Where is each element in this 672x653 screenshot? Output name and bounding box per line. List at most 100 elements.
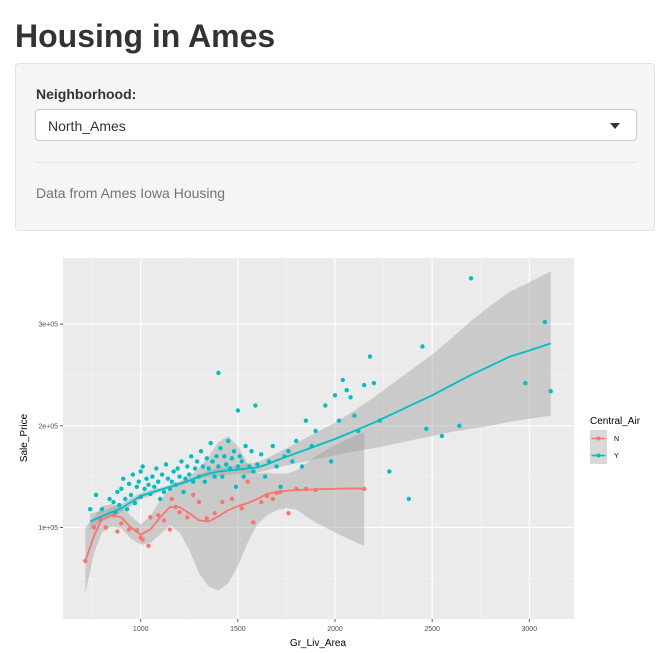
sidebar-panel: Neighborhood: North_Ames Data from Ames …	[15, 63, 655, 231]
data-point-Y	[387, 469, 392, 474]
data-point-Y	[142, 486, 147, 491]
data-point-Y	[107, 496, 112, 502]
data-point-Y	[200, 464, 206, 469]
data-point-N	[259, 499, 264, 505]
legend-label-Y: Y	[614, 453, 619, 460]
data-points	[83, 276, 553, 564]
data-point-Y	[290, 459, 295, 464]
data-point-Y	[128, 492, 134, 498]
data-point-Y	[156, 479, 161, 484]
data-point-Y	[439, 433, 445, 439]
data-point-N	[229, 496, 235, 502]
data-point-Y	[243, 443, 248, 449]
plot-panel	[63, 258, 574, 619]
confidence-band-Y	[90, 271, 551, 530]
data-point-Y	[130, 472, 136, 477]
data-point-Y	[150, 474, 155, 479]
data-point-Y	[159, 472, 165, 477]
scatter-plot: 1000 1500 2000 2500 3000 1e+05 2e+05 3e+05 Gr_L…	[19, 258, 641, 649]
data-point-Y	[278, 484, 283, 489]
data-point-Y	[99, 507, 105, 512]
data-point-Y	[216, 464, 221, 469]
data-point-Y	[239, 459, 244, 464]
neighborhood-select[interactable]: North_Ames	[35, 109, 637, 141]
page-title: Housing in Ames	[15, 18, 276, 54]
legend-label-N: N	[614, 436, 619, 443]
data-point-Y	[171, 469, 176, 474]
neighborhood-label: Neighborhood:	[36, 86, 137, 102]
data-point-Y	[126, 481, 132, 486]
data-point-Y	[179, 459, 184, 464]
smooth-line-N	[84, 487, 365, 562]
axes: 1000 1500 2000 2500 3000 1e+05 2e+05 3e+05	[38, 322, 537, 633]
data-point-Y	[235, 464, 241, 469]
data-point-Y	[420, 344, 425, 349]
y-tick-label: 2e+05	[38, 423, 58, 430]
data-point-Y	[371, 380, 377, 386]
data-point-Y	[299, 464, 305, 469]
data-point-Y	[119, 486, 124, 491]
data-point-Y	[204, 456, 209, 461]
smooth-line-Y	[89, 342, 551, 523]
data-point-Y	[406, 496, 411, 502]
data-point-N	[146, 543, 151, 548]
data-point-Y	[367, 354, 373, 359]
data-point-Y	[152, 484, 157, 489]
data-point-Y	[208, 440, 213, 446]
data-point-Y	[231, 449, 237, 454]
data-point-Y	[286, 449, 291, 454]
data-point-N	[204, 516, 209, 521]
data-point-Y	[212, 474, 217, 479]
data-point-Y	[344, 388, 349, 393]
data-point-Y	[251, 469, 256, 474]
data-point-Y	[123, 496, 128, 502]
data-point-N	[167, 527, 173, 532]
data-point-N	[161, 518, 167, 523]
data-point-N	[91, 525, 97, 530]
y-tick-label: 3e+05	[38, 322, 58, 329]
data-point-N	[115, 529, 120, 534]
data-point-Y	[241, 474, 246, 479]
data-point-Y	[136, 479, 141, 484]
data-point-Y	[216, 370, 221, 376]
data-point-N	[251, 520, 256, 525]
data-point-Y	[548, 389, 553, 394]
data-point-Y	[138, 469, 143, 474]
data-point-Y	[175, 466, 180, 471]
data-point-Y	[233, 484, 239, 489]
legend: Central_Air N Y	[590, 416, 641, 464]
data-point-N	[270, 496, 275, 502]
data-point-Y	[468, 276, 474, 281]
x-tick-label: 2000	[327, 626, 343, 633]
data-point-Y	[111, 499, 116, 505]
x-tick-label: 1500	[230, 626, 246, 633]
caret-down-icon[interactable]	[610, 123, 620, 129]
data-point-N	[177, 510, 182, 515]
data-point-Y	[222, 454, 227, 459]
data-point-N	[220, 499, 225, 505]
data-point-Y	[202, 479, 207, 484]
data-point-Y	[457, 423, 462, 428]
data-point-Y	[121, 476, 126, 481]
legend-title: Central_Air	[590, 416, 641, 427]
data-point-Y	[132, 500, 138, 506]
data-point-Y	[328, 459, 334, 464]
data-point-Y	[332, 393, 338, 398]
smooth-lines	[84, 342, 551, 562]
data-point-Y	[274, 464, 279, 469]
data-point-Y	[165, 476, 171, 481]
x-tick-label: 3000	[522, 626, 538, 633]
data-point-Y	[206, 466, 211, 471]
data-point-Y	[226, 438, 231, 444]
data-point-Y	[192, 466, 198, 471]
data-point-Y	[214, 454, 219, 459]
data-point-Y	[181, 489, 186, 495]
data-point-Y	[542, 319, 548, 325]
data-point-Y	[323, 403, 328, 408]
data-point-Y	[362, 382, 367, 388]
data-point-Y	[191, 479, 196, 484]
legend-dot-Y	[596, 453, 601, 458]
data-point-Y	[523, 380, 528, 386]
data-point-Y	[161, 489, 167, 495]
data-point-Y	[177, 474, 182, 479]
